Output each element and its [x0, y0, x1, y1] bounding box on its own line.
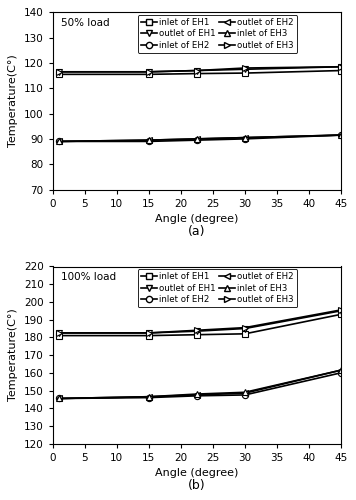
- X-axis label: Angle (degree): Angle (degree): [155, 468, 239, 478]
- Y-axis label: Temperature(C°): Temperature(C°): [8, 308, 18, 402]
- Text: (b): (b): [188, 479, 206, 492]
- Text: 100% load: 100% load: [61, 272, 116, 282]
- Text: 50% load: 50% load: [61, 18, 110, 28]
- Text: (a): (a): [188, 225, 206, 238]
- X-axis label: Angle (degree): Angle (degree): [155, 214, 239, 224]
- Legend: inlet of EH1, outlet of EH1, inlet of EH2, outlet of EH2, inlet of EH3, outlet o: inlet of EH1, outlet of EH1, inlet of EH…: [138, 15, 298, 53]
- Legend: inlet of EH1, outlet of EH1, inlet of EH2, outlet of EH2, inlet of EH3, outlet o: inlet of EH1, outlet of EH1, inlet of EH…: [138, 269, 298, 307]
- Y-axis label: Temperature(C°): Temperature(C°): [8, 54, 18, 148]
